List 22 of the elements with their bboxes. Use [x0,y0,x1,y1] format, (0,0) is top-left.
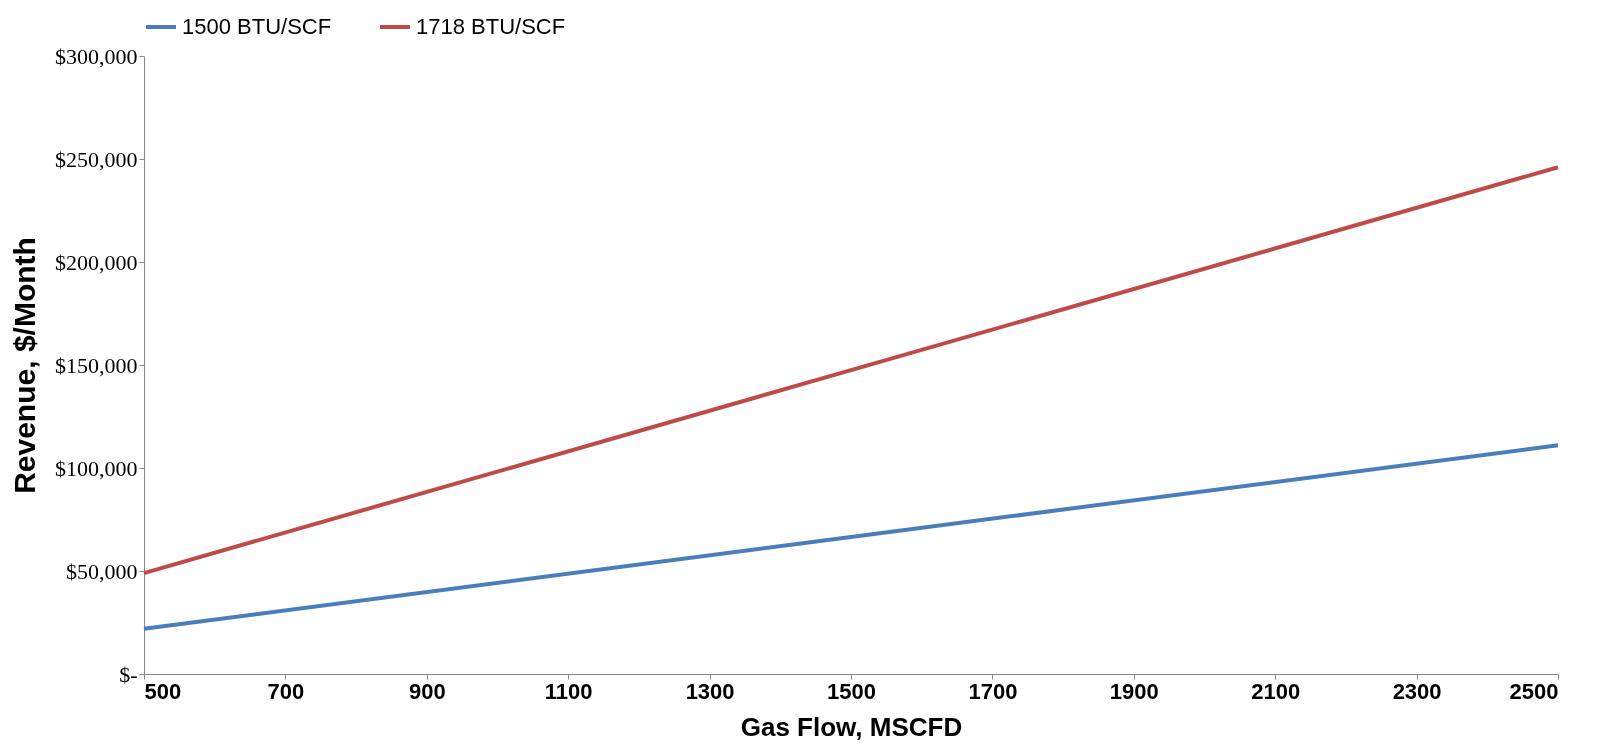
x-tick-label: 1100 [544,678,593,704]
x-tick-label: 2300 [1392,678,1442,704]
x-tick-label: 1300 [685,678,735,704]
x-axis-title: Gas Flow, MSCFD [740,711,963,742]
x-tick-label: 1700 [968,678,1018,704]
y-tick-label: $- [119,661,138,687]
x-tick-label: 700 [267,678,305,704]
x-tick-label: 1500 [827,678,876,704]
y-tick-label: $50,000 [66,558,138,584]
y-tick-label: $300,000 [55,43,138,69]
y-tick-label: $100,000 [55,455,138,481]
x-tick-label: 2100 [1251,678,1301,704]
y-tick-label: $150,000 [55,352,138,378]
x-tick-label: 1900 [1109,678,1159,704]
x-tick-label: 500 [144,678,182,704]
y-axis-title: Revenue, $/Month [8,237,41,494]
legend-label: 1500 BTU/SCF [182,14,332,39]
legend-label: 1718 BTU/SCF [416,14,566,39]
y-tick-label: $250,000 [55,146,138,172]
y-tick-label: $200,000 [55,249,138,275]
x-tick-label: 2500 [1509,678,1559,704]
x-tick-label: 900 [408,678,446,704]
